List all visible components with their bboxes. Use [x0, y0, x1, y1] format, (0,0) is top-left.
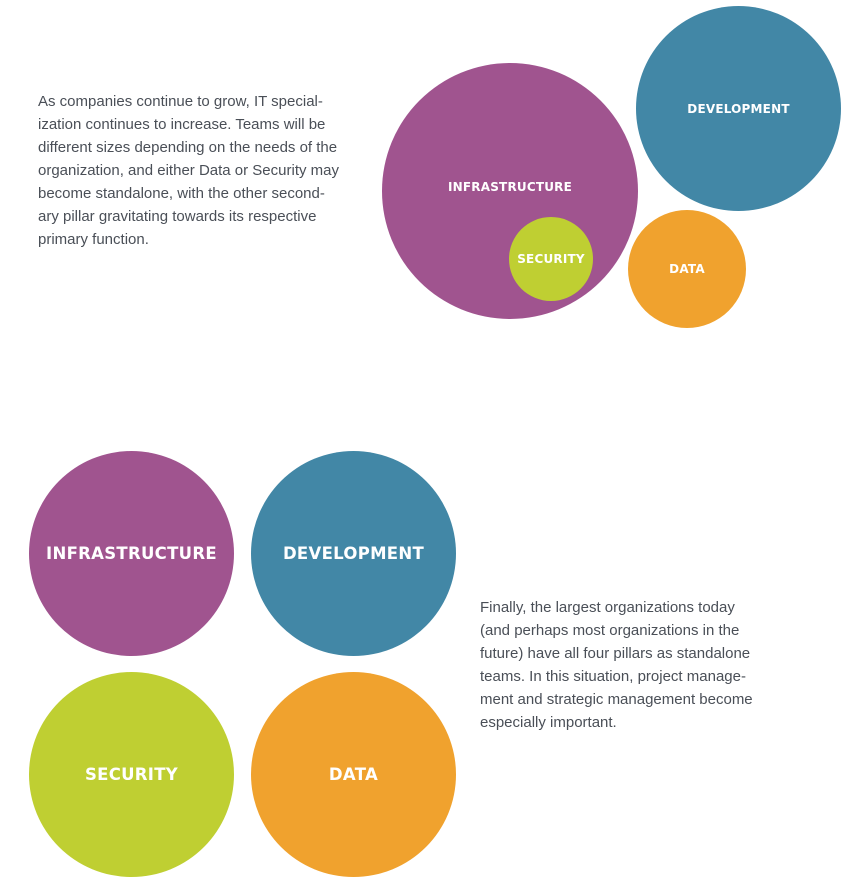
data-label-top: DATA	[669, 262, 705, 276]
development-label-bottom: DEVELOPMENT	[282, 544, 425, 563]
infrastructure-label-bottom: INFRASTRUCTURE	[46, 544, 217, 563]
data-circle-bottom: DATA	[251, 672, 456, 877]
top-paragraph: As companies continue to grow, IT specia…	[38, 93, 339, 248]
development-label-top: DEVELOPMENT	[687, 101, 790, 116]
infrastructure-circle-top: INFRASTRUCTURE	[382, 63, 638, 319]
data-label-bottom: DATA	[328, 765, 379, 784]
development-circle-bottom: DEVELOPMENT	[251, 451, 456, 656]
data-circle-top: DATA	[628, 210, 746, 328]
security-circle-top: SECURITY	[509, 217, 593, 301]
security-circle-bottom: SECURITY	[29, 672, 234, 877]
security-label-top: SECURITY	[517, 252, 585, 266]
development-circle-top: DEVELOPMENT	[636, 6, 841, 211]
infrastructure-circle-bottom: INFRASTRUCTURE	[29, 451, 234, 656]
bottom-paragraph: Finally, the largest organizations today…	[480, 599, 753, 731]
infrastructure-label-top: INFRASTRUCTURE	[447, 180, 573, 194]
security-label-bottom: SECURITY	[84, 765, 179, 784]
